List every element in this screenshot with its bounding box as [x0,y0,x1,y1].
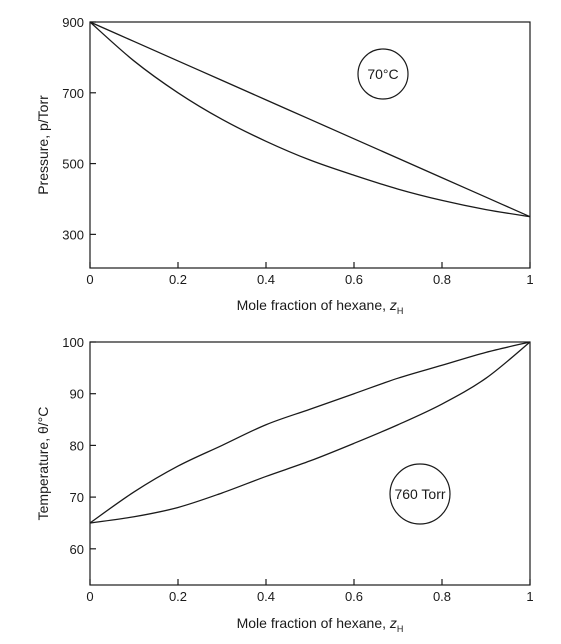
x-axis-label: Mole fraction of hexane, zH [237,297,404,316]
series-line-1 [89,21,531,218]
x-tick-label: 0.8 [433,272,451,287]
x-tick-label: 0.4 [257,589,275,604]
series-line-1 [89,341,531,524]
y-tick-label: 300 [62,227,84,242]
x-tick-label: 0.6 [345,589,363,604]
x-tick-label: 0.4 [257,272,275,287]
chart-2: 0 0.2 0.4 0.6 0.8 1 60 70 80 90 100 Mole fraction o… [35,335,534,634]
plot-frame [89,341,531,586]
y-tick-label: 700 [62,86,84,101]
annotation-circle [389,463,451,525]
y-tick-label: 500 [62,157,84,172]
x-axis-label: Mole fraction of hexane, zH [237,615,404,634]
series-line-2 [89,341,531,524]
annotation-label: 70°C [367,66,398,82]
annotation-label: 760 Torr [394,486,445,502]
y-tick-label: 80 [70,438,84,453]
y-tick-label: 100 [62,335,84,350]
x-tick-label: 0 [86,589,93,604]
x-tick-label: 0.2 [169,272,187,287]
x-tick-label: 1 [526,589,533,604]
x-tick-label: 1 [526,272,533,287]
y-axis-label: Temperature, θ/°C [35,407,51,521]
series-line-2 [89,21,531,218]
plot-frame [89,21,531,269]
x-tick-label: 0.6 [345,272,363,287]
y-tick-label: 90 [70,387,84,402]
y-tick-label: 70 [70,490,84,505]
x-tick-label: 0 [86,272,93,287]
annotation-circle [357,48,409,100]
chart-1: 0 0.2 0.4 0.6 0.8 1 300 500 700 900 Mole fraction … [35,15,534,316]
y-axis-label: Pressure, p/Torr [35,95,51,195]
x-tick-label: 0.2 [169,589,187,604]
x-tick-label: 0.8 [433,589,451,604]
y-tick-label: 900 [62,15,84,30]
y-tick-label: 60 [70,542,84,557]
